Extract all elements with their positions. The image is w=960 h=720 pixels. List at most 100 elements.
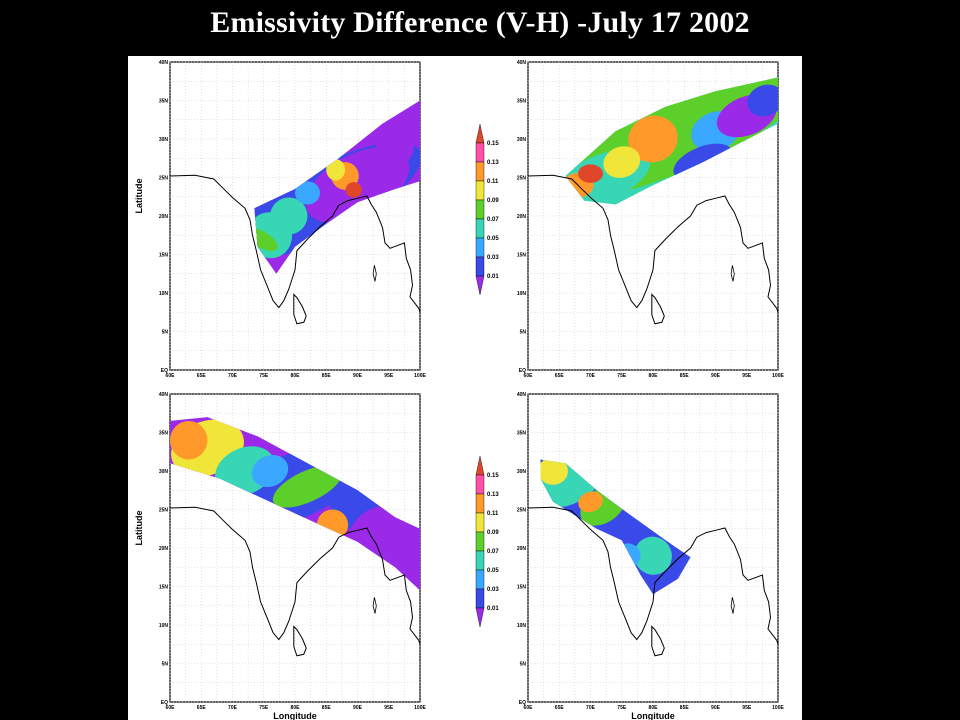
colorbar-segment (475, 512, 485, 533)
colorbar-segment (475, 588, 485, 609)
colorbar-segment (475, 161, 485, 182)
colorbar-top: 0.15 0.13 0.11 0.09 0.07 0.05 0.03 0.01 (475, 123, 499, 296)
lon-tick-label: 75E (259, 705, 269, 711)
lat-tick-label: EQ (519, 368, 526, 374)
lat-tick-label: 20N (517, 546, 527, 552)
colorbar-label: 0.07 (487, 217, 499, 223)
colorbar-label: 0.09 (487, 198, 499, 204)
lat-tick-label: 20N (517, 214, 527, 220)
y-axis-label: Latitude (134, 179, 144, 214)
colorbar-segment (475, 455, 485, 476)
colorbar-segment (475, 218, 485, 239)
coastline-sri-lanka (293, 625, 307, 657)
lat-tick-label: 35N (517, 431, 527, 437)
coastline (527, 506, 779, 645)
lon-tick-label: 60E (524, 705, 534, 711)
emissivity-blob (254, 227, 278, 252)
emissivity-blob (747, 84, 778, 117)
lon-tick-label: 90E (353, 705, 363, 711)
emissivity-blob (345, 182, 362, 198)
coastline-islands (730, 265, 735, 282)
lat-tick-label: 10N (517, 623, 527, 629)
lon-tick-label: 95E (384, 373, 394, 379)
coastline-sri-lanka (293, 293, 307, 325)
figure-title: Emissivity Difference (V-H) -July 17 200… (210, 6, 750, 39)
lat-tick-label: 25N (159, 508, 169, 514)
emissivity-blob (170, 420, 208, 460)
map-panel-bottom-right: EQ 5N 10N 15N 20N 25N 30N 35N 40N 60E 65E 70E 75E 80E… (517, 392, 785, 720)
coastline-sri-lanka (651, 293, 665, 325)
emissivity-blob (270, 197, 308, 235)
colorbar-label: 0.03 (487, 255, 499, 261)
lat-tick-label: 10N (159, 291, 169, 297)
emissivity-blob (375, 518, 415, 563)
lon-tick-label: 80E (649, 705, 659, 711)
lat-tick-label: 15N (159, 585, 169, 591)
emissivity-blob (628, 115, 678, 163)
lon-tick-label: 90E (353, 373, 363, 379)
lat-tick-label: EQ (161, 700, 168, 706)
colorbar-label: 0.01 (487, 606, 499, 612)
lon-tick-label: 75E (617, 705, 627, 711)
emissivity-blob (376, 127, 414, 166)
lat-tick-label: 20N (159, 214, 169, 220)
lat-tick-label: EQ (161, 368, 168, 374)
colorbar-label: 0.05 (487, 236, 499, 242)
emissivity-blob (272, 465, 343, 508)
lon-tick-label: 75E (617, 373, 627, 379)
lat-tick-label: 40N (517, 392, 527, 398)
colorbar-segment (475, 180, 485, 201)
colorbar-segment (475, 199, 485, 220)
colorbar-segment (475, 474, 485, 495)
emissivity-blob (295, 181, 320, 205)
lon-tick-label: 60E (166, 373, 176, 379)
coastline-islands (372, 265, 377, 282)
lon-tick-label: 100E (414, 705, 426, 711)
lon-tick-label: 90E (711, 373, 721, 379)
lat-tick-label: 5N (520, 662, 527, 668)
lat-tick-label: 15N (517, 253, 527, 259)
lat-tick-label: 5N (162, 662, 169, 668)
lat-tick-label: 40N (159, 60, 169, 66)
lat-tick-label: 30N (517, 137, 527, 143)
lon-tick-label: 95E (742, 705, 752, 711)
colorbar-label: 0.01 (487, 274, 499, 280)
y-axis-label: Latitude (134, 511, 144, 546)
lon-tick-label: 85E (322, 705, 332, 711)
colorbar-label: 0.11 (487, 179, 499, 185)
lon-tick-label: 85E (680, 705, 690, 711)
emissivity-blob (634, 536, 672, 575)
map-panel-bottom-left: EQ 5N 10N 15N 20N 25N 30N 35N 40N 60E 65E 70E 75E 80E… (134, 392, 426, 720)
emissivity-blob (578, 164, 603, 183)
emissivity-blob (251, 454, 289, 488)
lat-tick-label: 35N (159, 431, 169, 437)
lon-tick-label: 65E (555, 705, 565, 711)
lon-tick-label: 70E (586, 373, 596, 379)
lat-tick-label: 25N (159, 176, 169, 182)
coastline (169, 506, 421, 645)
lon-tick-label: 70E (228, 373, 238, 379)
lon-tick-label: 85E (322, 373, 332, 379)
lon-tick-label: 75E (259, 373, 269, 379)
lat-tick-label: 30N (159, 469, 169, 475)
colorbar-segment (475, 607, 485, 628)
lat-tick-label: EQ (519, 700, 526, 706)
colorbar-segment (475, 550, 485, 571)
emissivity-blob (578, 491, 603, 513)
lat-tick-label: 35N (159, 99, 169, 105)
coastline (169, 174, 421, 313)
colorbar-segment (475, 531, 485, 552)
lon-tick-label: 100E (772, 373, 784, 379)
lat-tick-label: 40N (159, 392, 169, 398)
coastline-sri-lanka (651, 625, 665, 657)
lon-tick-label: 65E (555, 373, 565, 379)
lat-tick-label: 20N (159, 546, 169, 552)
lon-tick-label: 70E (228, 705, 238, 711)
emissivity-blob (603, 146, 641, 178)
lon-tick-label: 60E (166, 705, 176, 711)
colorbar-segment (475, 569, 485, 590)
coastline-islands (372, 597, 377, 614)
lon-tick-label: 60E (524, 373, 534, 379)
colorbar-bottom: 0.15 0.13 0.11 0.09 0.07 0.05 0.03 0.01 (475, 455, 499, 628)
lon-tick-label: 80E (291, 705, 301, 711)
